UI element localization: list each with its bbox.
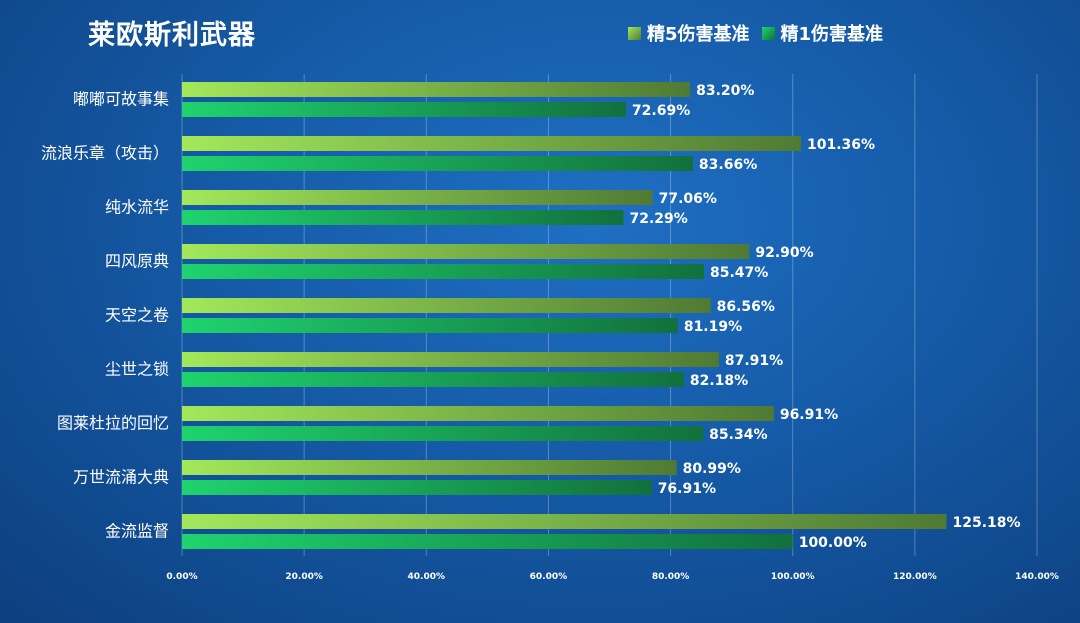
bar-series-1 [182, 298, 711, 313]
bar-series-1 [182, 82, 691, 97]
bar-series-1 [182, 136, 802, 151]
category-label: 嘟嘟可故事集 [73, 90, 169, 109]
data-label: 100.00% [799, 535, 867, 551]
legend-label-series-2: 精1伤害基准 [780, 24, 884, 45]
x-tick-label: 140.00% [1015, 572, 1059, 582]
data-label: 85.47% [710, 265, 768, 281]
x-tick-label: 60.00% [530, 572, 568, 582]
data-label: 125.18% [952, 515, 1020, 531]
data-label: 96.91% [780, 407, 838, 423]
chart-legend: 精5伤害基准 精1伤害基准 [628, 20, 883, 46]
data-label: 72.69% [632, 103, 690, 119]
data-label: 87.91% [725, 353, 783, 369]
category-label: 金流监督 [105, 522, 169, 541]
bar-series-1 [182, 190, 653, 205]
x-tick-label: 20.00% [285, 572, 323, 582]
data-label: 82.18% [690, 373, 748, 389]
bar-series-2 [182, 102, 626, 117]
category-label: 图莱杜拉的回忆 [57, 414, 169, 433]
bar-series-1 [182, 460, 677, 475]
bar-series-2 [182, 426, 704, 441]
data-label: 101.36% [807, 137, 875, 153]
category-label: 天空之卷 [105, 306, 169, 325]
category-label: 流浪乐章（攻击） [41, 144, 169, 163]
data-label: 76.91% [658, 481, 716, 497]
category-label: 四风原典 [105, 252, 169, 271]
category-label: 尘世之锁 [105, 360, 169, 379]
data-label: 83.20% [696, 83, 754, 99]
bar-series-2 [182, 264, 704, 279]
category-label: 万世流涌大典 [73, 468, 169, 487]
bar-series-2 [182, 210, 624, 225]
category-label: 纯水流华 [105, 198, 169, 217]
legend-item-series-2: 精1伤害基准 [761, 20, 884, 46]
data-label: 92.90% [755, 245, 813, 261]
bar-series-2 [182, 534, 793, 549]
legend-swatch-series-2 [761, 26, 775, 40]
bar-series-2 [182, 156, 693, 171]
legend-item-series-1: 精5伤害基准 [628, 20, 750, 46]
x-tick-label: 120.00% [893, 572, 937, 582]
data-label: 86.56% [717, 299, 775, 315]
bar-series-1 [182, 352, 719, 367]
data-label: 83.66% [699, 157, 757, 173]
legend-swatch-series-1 [628, 26, 641, 40]
bar-series-1 [182, 406, 774, 421]
x-tick-label: 0.00% [166, 572, 197, 582]
x-tick-label: 100.00% [771, 572, 815, 582]
x-tick-label: 80.00% [652, 572, 690, 582]
bar-series-2 [182, 318, 678, 333]
bar-series-2 [182, 480, 652, 495]
chart-title: 莱欧斯利武器 [88, 20, 256, 51]
x-tick-label: 40.00% [408, 572, 446, 582]
bar-series-2 [182, 372, 684, 387]
data-label: 80.99% [683, 461, 741, 477]
bar-series-1 [182, 244, 750, 259]
legend-label-series-1: 精5伤害基准 [647, 24, 750, 45]
data-label: 72.29% [629, 211, 687, 227]
data-label: 77.06% [659, 191, 717, 207]
data-label: 85.34% [709, 427, 767, 443]
bar-series-1 [182, 514, 947, 529]
data-label: 81.19% [684, 319, 742, 335]
